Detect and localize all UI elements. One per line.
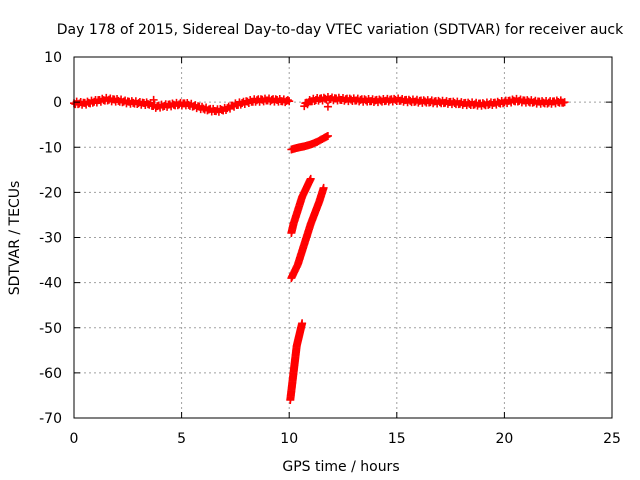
y-tick-label: -70 [39,411,62,427]
y-tick-label: -20 [39,185,62,201]
x-axis-label: GPS time / hours [282,459,399,475]
x-tick-label: 10 [280,431,298,447]
x-tick-label: 25 [603,431,621,447]
y-tick-label: -60 [39,366,62,382]
x-tick-label: 20 [495,431,513,447]
y-tick-label: -40 [39,276,62,292]
data-point [560,98,569,107]
data-point [149,95,158,104]
data-point [298,319,307,328]
x-tick-label: 15 [388,431,406,447]
data-points [70,93,569,404]
data-point [319,183,328,192]
x-tick-label: 5 [177,431,186,447]
y-tick-label: 10 [44,50,62,66]
data-point [285,97,294,106]
data-point [323,131,332,140]
grid [74,57,612,418]
y-axis-label: SDTVAR / TECUs [7,181,23,296]
data-point [306,174,315,183]
data-point [323,102,332,111]
data-point [283,96,292,105]
y-tick-label: -10 [39,140,62,156]
y-tick-label: -50 [39,321,62,337]
x-tick-label: 0 [70,431,79,447]
y-tick-label: 0 [53,95,62,111]
chart-title: Day 178 of 2015, Sidereal Day-to-day VTE… [57,22,624,38]
axis-ticks: 0 5 10 15 20 25 10 0 -10 -20 -30 -40 -50 -60 -70 [39,50,621,447]
y-tick-label: -30 [39,231,62,247]
